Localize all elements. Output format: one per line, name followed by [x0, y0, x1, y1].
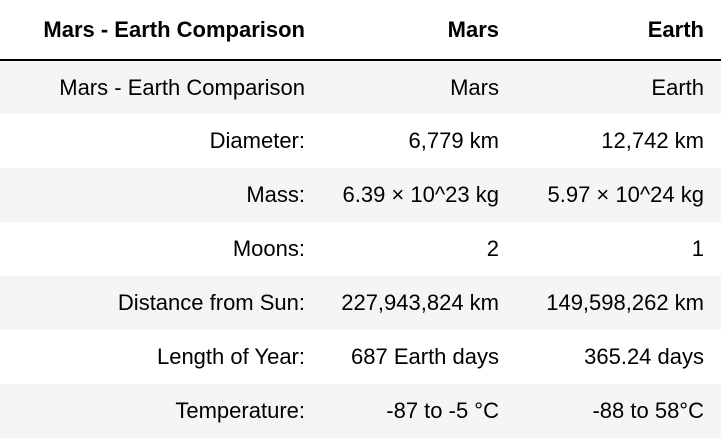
- table-row: Moons: 2 1: [0, 222, 721, 276]
- mars-value: 687 Earth days: [351, 344, 499, 369]
- earth-value: 365.24 days: [584, 344, 704, 369]
- mars-value: 227,943,824 km: [341, 290, 499, 315]
- earth-value: -88 to 58°C: [592, 398, 704, 423]
- earth-value: 5.97 × 10^24 kg: [547, 182, 704, 207]
- row-label: Moons:: [232, 236, 305, 261]
- row-label: Temperature:: [175, 398, 305, 423]
- table-row: Diameter: 6,779 km 12,742 km: [0, 114, 721, 168]
- table-body: Mars - Earth Comparison Mars Earth Diame…: [0, 60, 721, 438]
- row-label: Mass:: [246, 182, 305, 207]
- earth-value: Earth: [651, 74, 704, 100]
- table-row: Temperature: -87 to -5 °C -88 to 58°C: [0, 384, 721, 438]
- earth-value: 12,742 km: [601, 128, 704, 153]
- table-header: Mars - Earth Comparison Mars Earth: [0, 0, 721, 61]
- earth-value: 1: [691, 236, 704, 261]
- header-mars: Mars: [322, 0, 514, 61]
- table-row: Mars - Earth Comparison Mars Earth: [0, 60, 721, 114]
- header-earth: Earth: [514, 0, 721, 61]
- mars-value: 6.39 × 10^23 kg: [342, 182, 499, 207]
- row-label: Mars - Earth Comparison: [59, 74, 305, 100]
- earth-value: 149,598,262 km: [546, 290, 704, 315]
- row-label: Diameter:: [209, 128, 305, 153]
- header-label: Mars - Earth Comparison: [0, 0, 322, 61]
- table-row: Distance from Sun: 227,943,824 km 149,59…: [0, 276, 721, 330]
- mars-value: 2: [486, 236, 499, 261]
- row-label: Distance from Sun:: [117, 290, 305, 315]
- table-row: Mass: 6.39 × 10^23 kg 5.97 × 10^24 kg: [0, 168, 721, 222]
- header-row: Mars - Earth Comparison Mars Earth: [0, 0, 721, 61]
- mars-value: Mars: [450, 74, 499, 100]
- mars-value: -87 to -5 °C: [386, 398, 499, 423]
- row-label: Length of Year:: [156, 344, 305, 369]
- table-row: Length of Year: 687 Earth days 365.24 da…: [0, 330, 721, 384]
- mars-value: 6,779 km: [408, 128, 500, 153]
